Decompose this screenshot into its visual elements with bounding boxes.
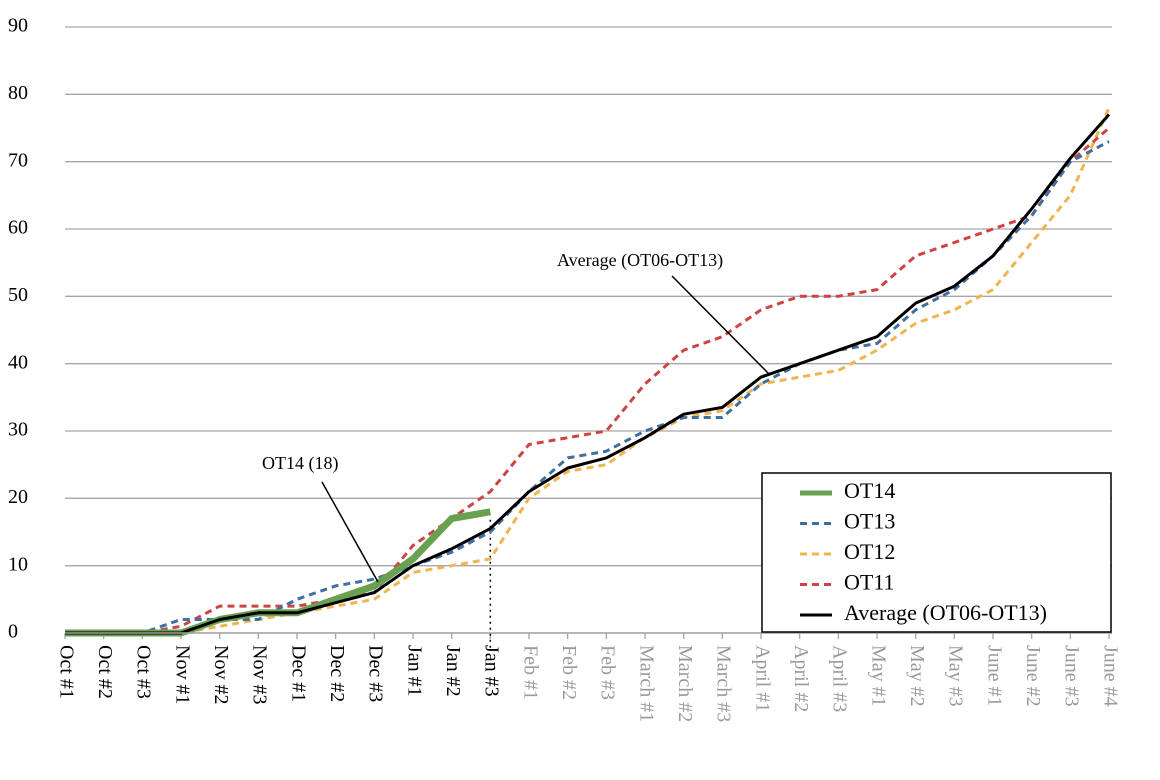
y-tick-label: 10: [8, 553, 28, 575]
series-line: [65, 126, 1110, 635]
x-tick-label: Nov #3: [249, 645, 271, 704]
x-tick-label: April #2: [790, 645, 812, 712]
legend: OT14 OT13 OT12 OT11 Average (OT06-OT13): [761, 472, 1112, 633]
x-tick-label: Jan #1: [403, 645, 425, 697]
x-tick-label: Feb #3: [597, 645, 619, 700]
x-tick-label: May #3: [945, 645, 967, 707]
x-tick-label: May #1: [867, 645, 889, 707]
series-line: [65, 107, 1111, 635]
y-tick-label: 40: [8, 351, 28, 373]
legend-label: Average (OT06-OT13): [844, 600, 1047, 625]
y-tick-label: 50: [8, 284, 28, 306]
legend-box: [761, 472, 1112, 633]
annotation: OT14 (18): [262, 453, 338, 474]
legend-label: OT14: [844, 478, 895, 503]
x-tick-label: March #2: [674, 645, 696, 722]
annotation: Average (OT06-OT13): [557, 250, 723, 271]
x-tick-label: April #1: [751, 645, 773, 712]
legend-label: OT13: [844, 509, 895, 534]
y-tick-label: 70: [8, 149, 28, 171]
x-tick-label: March #1: [635, 645, 657, 722]
legend-label: OT12: [844, 539, 895, 564]
x-tick-label: April #3: [829, 645, 851, 712]
y-tick-label: 80: [8, 82, 28, 104]
y-tick-label: 60: [8, 217, 28, 239]
x-tick-label: June #2: [1022, 645, 1044, 707]
x-tick-label: Dec #2: [326, 645, 348, 702]
x-tick-label: Jan #2: [442, 645, 464, 697]
x-tick-label: Nov #2: [210, 645, 232, 704]
x-tick-label: March #3: [713, 645, 735, 722]
x-tick-label: Jan #3: [481, 645, 503, 697]
x-tick-label: Dec #3: [365, 645, 387, 702]
x-tick-label: Dec #1: [287, 645, 309, 702]
annotation-pointer: [321, 481, 379, 583]
legend-label: OT11: [844, 570, 895, 595]
x-tick-label: June #4: [1099, 645, 1121, 707]
y-tick-label: 30: [8, 419, 28, 441]
x-tick-label: June #1: [983, 645, 1005, 707]
series-line: [65, 113, 1111, 635]
x-tick-label: Nov #1: [171, 645, 193, 704]
series-line: [65, 508, 491, 637]
y-tick-label: 90: [8, 15, 28, 37]
x-tick-label: Feb #1: [519, 645, 541, 700]
annotation-pointer: [671, 275, 771, 376]
x-tick-label: June #3: [1061, 645, 1083, 707]
y-tick-label: 0: [8, 621, 18, 643]
series-line: [65, 140, 1110, 635]
x-tick-label: Feb #2: [558, 645, 580, 700]
x-tick-label: May #2: [906, 645, 928, 707]
x-tick-label: Oct #1: [55, 645, 77, 699]
y-tick-label: 20: [8, 486, 28, 508]
x-tick-label: Oct #2: [94, 645, 116, 699]
x-tick-label: Oct #3: [133, 645, 155, 699]
